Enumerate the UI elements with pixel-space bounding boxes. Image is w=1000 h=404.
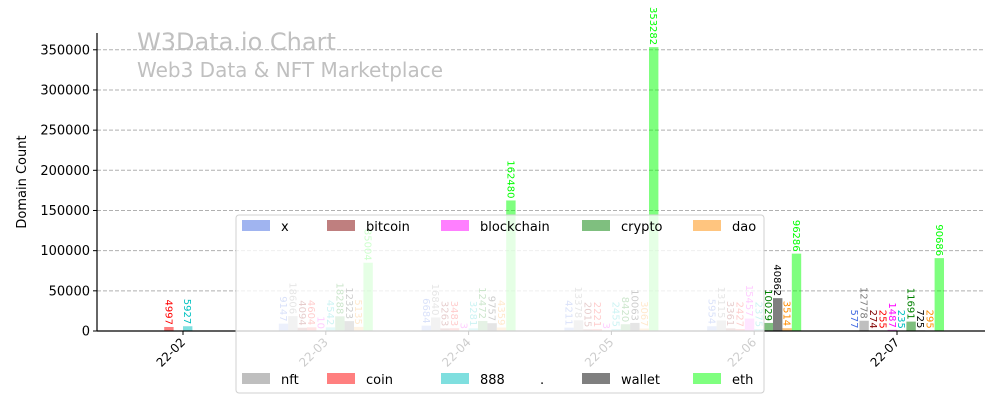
bar-coin bbox=[164, 327, 173, 331]
bar-label-blockchain: 1487 bbox=[886, 302, 897, 327]
y-tick-label: 250000 bbox=[40, 124, 90, 139]
y-tick-label: 300000 bbox=[40, 83, 90, 98]
y-tick-label: 350000 bbox=[40, 43, 90, 58]
bar-label-dao: 295 bbox=[923, 310, 934, 329]
bar-label-wallet: 40862 bbox=[771, 264, 782, 296]
bar-label-eth: 353282 bbox=[647, 7, 658, 45]
bar-eth bbox=[792, 254, 801, 331]
legend-box bbox=[236, 215, 764, 393]
legend-label: nft bbox=[281, 373, 299, 388]
bar-label-x: 577 bbox=[848, 309, 859, 328]
bar-eth bbox=[935, 258, 944, 331]
legend-swatch-888 bbox=[441, 373, 469, 384]
bar-crypto bbox=[764, 323, 773, 331]
legend-swatch-x bbox=[242, 220, 270, 231]
legend-swatch-dao bbox=[693, 220, 721, 231]
bar-label-coin: 4997 bbox=[162, 300, 173, 325]
legend-swatch-coin bbox=[327, 373, 355, 384]
legend-swatch-crypto bbox=[582, 220, 610, 231]
watermark-subtitle: Web3 Data & NFT Marketplace bbox=[137, 58, 443, 82]
legend-label: 888 bbox=[480, 373, 505, 388]
bar-888 bbox=[183, 326, 192, 331]
y-tick-label: 100000 bbox=[40, 244, 90, 259]
bar-label-eth: 162480 bbox=[504, 160, 515, 198]
bar-label-coin: 255 bbox=[876, 310, 887, 329]
watermark-title: W3Data.io Chart bbox=[137, 28, 336, 56]
legend-swatch-blockchain bbox=[441, 220, 469, 231]
bar-label-dao: 3514 bbox=[781, 301, 792, 326]
y-tick-label: 50000 bbox=[49, 284, 90, 299]
bar-label-888: 235 bbox=[895, 310, 906, 329]
x-tick-label: 22-07 bbox=[868, 335, 903, 370]
legend-label: bitcoin bbox=[366, 220, 410, 235]
legend-label: crypto bbox=[621, 220, 663, 235]
legend-label: eth bbox=[732, 373, 753, 388]
legend-swatch-eth bbox=[693, 373, 721, 384]
legend-swatch-wallet bbox=[582, 373, 610, 384]
bar-label-bitcoin: 274 bbox=[867, 310, 878, 329]
x-tick-label: 22-02 bbox=[154, 335, 189, 370]
legend-label: . bbox=[540, 373, 544, 388]
legend-label: coin bbox=[366, 373, 393, 388]
legend-label: x bbox=[281, 220, 289, 235]
legend-swatch-bitcoin bbox=[327, 220, 355, 231]
y-axis-label: Domain Count bbox=[15, 135, 30, 228]
legend-label: wallet bbox=[621, 373, 660, 388]
legend-label: blockchain bbox=[480, 220, 550, 235]
y-tick-label: 0 bbox=[82, 325, 90, 340]
y-tick-label: 150000 bbox=[40, 204, 90, 219]
legend: x bitcoin blockchain crypto dao nft coin 888. wa… bbox=[236, 215, 764, 393]
bar-label-888: 5927 bbox=[181, 299, 192, 324]
bar-label-nft: 12778 bbox=[858, 287, 869, 319]
bar-label-eth: 90686 bbox=[933, 224, 944, 256]
y-tick-label: 200000 bbox=[40, 164, 90, 179]
legend-swatch-nft bbox=[242, 373, 270, 384]
bar-label-crypto: 11691 bbox=[905, 288, 916, 320]
bar-label-wallet: 725 bbox=[914, 309, 925, 328]
bar-label-eth: 96286 bbox=[790, 220, 801, 252]
legend-label: dao bbox=[732, 220, 756, 235]
